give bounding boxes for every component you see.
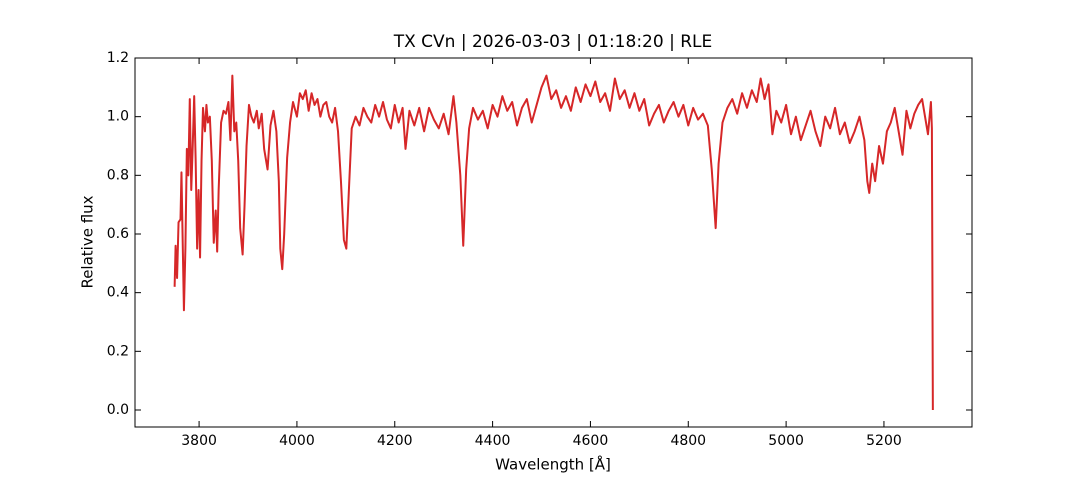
y-tick-label: 0.2 [107, 343, 129, 359]
y-tick-label: 0.4 [107, 285, 129, 301]
y-tick-label: 1.0 [107, 109, 129, 125]
y-tick-label: 1.2 [107, 50, 129, 66]
plot-frame [134, 57, 973, 428]
y-tick-label: 0.0 [107, 402, 129, 418]
spectrum-line [173, 74, 934, 410]
x-tick-label: 3800 [181, 433, 217, 449]
x-tick-label: 4400 [475, 433, 511, 449]
y-axis-label: Relative flux [79, 195, 97, 288]
x-tick-label: 4600 [573, 433, 609, 449]
x-axis-label: Wavelength [Å] [495, 455, 611, 474]
x-tick-label: 5200 [866, 433, 902, 449]
chart-title: TX CVn | 2026-03-03 | 01:18:20 | RLE [393, 32, 712, 52]
x-tick-label: 4200 [377, 433, 413, 449]
x-tick-label: 4000 [279, 433, 315, 449]
x-tick-label: 5000 [768, 433, 804, 449]
y-tick-label: 0.8 [107, 167, 129, 183]
y-tick-label: 0.6 [107, 226, 129, 242]
x-tick-label: 4800 [670, 433, 706, 449]
